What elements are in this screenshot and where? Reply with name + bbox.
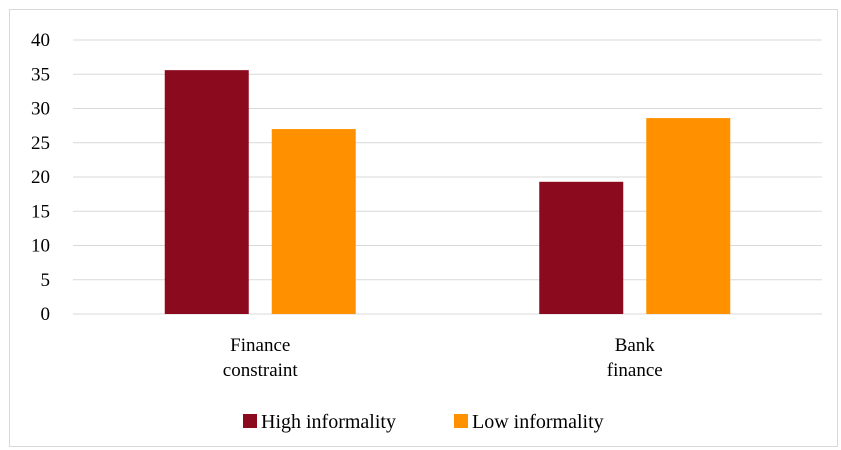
bar-low-informality-finance-constraint	[271, 129, 356, 314]
y-tick-label: 25	[31, 133, 50, 154]
bars	[164, 70, 731, 314]
bar-high-informality-finance-constraint	[164, 70, 249, 314]
y-tick-label: 40	[31, 30, 50, 51]
legend-swatch	[454, 414, 468, 428]
legend-label: Low informality	[472, 411, 604, 433]
x-category-label: Bank	[615, 335, 656, 356]
y-tick-label: 30	[31, 99, 50, 120]
legend: High informality Low informality	[243, 411, 604, 433]
bar-high-informality-bank-finance	[539, 181, 624, 314]
legend-swatch	[243, 414, 257, 428]
y-tick-label: 35	[31, 64, 50, 85]
legend-label: High informality	[261, 411, 396, 433]
bar-low-informality-bank-finance	[646, 118, 731, 314]
x-category-label: finance	[607, 360, 663, 381]
x-axis-category-labels: Finance constraint Bank finance	[223, 335, 663, 381]
x-category-label: constraint	[223, 360, 299, 381]
y-tick-label: 20	[31, 167, 50, 188]
y-tick-label: 5	[41, 270, 51, 291]
y-tick-label: 0	[41, 304, 51, 325]
y-tick-label: 10	[31, 236, 50, 257]
y-tick-label: 15	[31, 201, 50, 222]
x-category-label: Finance	[230, 335, 290, 356]
y-axis-tick-labels: 0 5 10 15 20 25 30 35 40	[31, 30, 50, 325]
